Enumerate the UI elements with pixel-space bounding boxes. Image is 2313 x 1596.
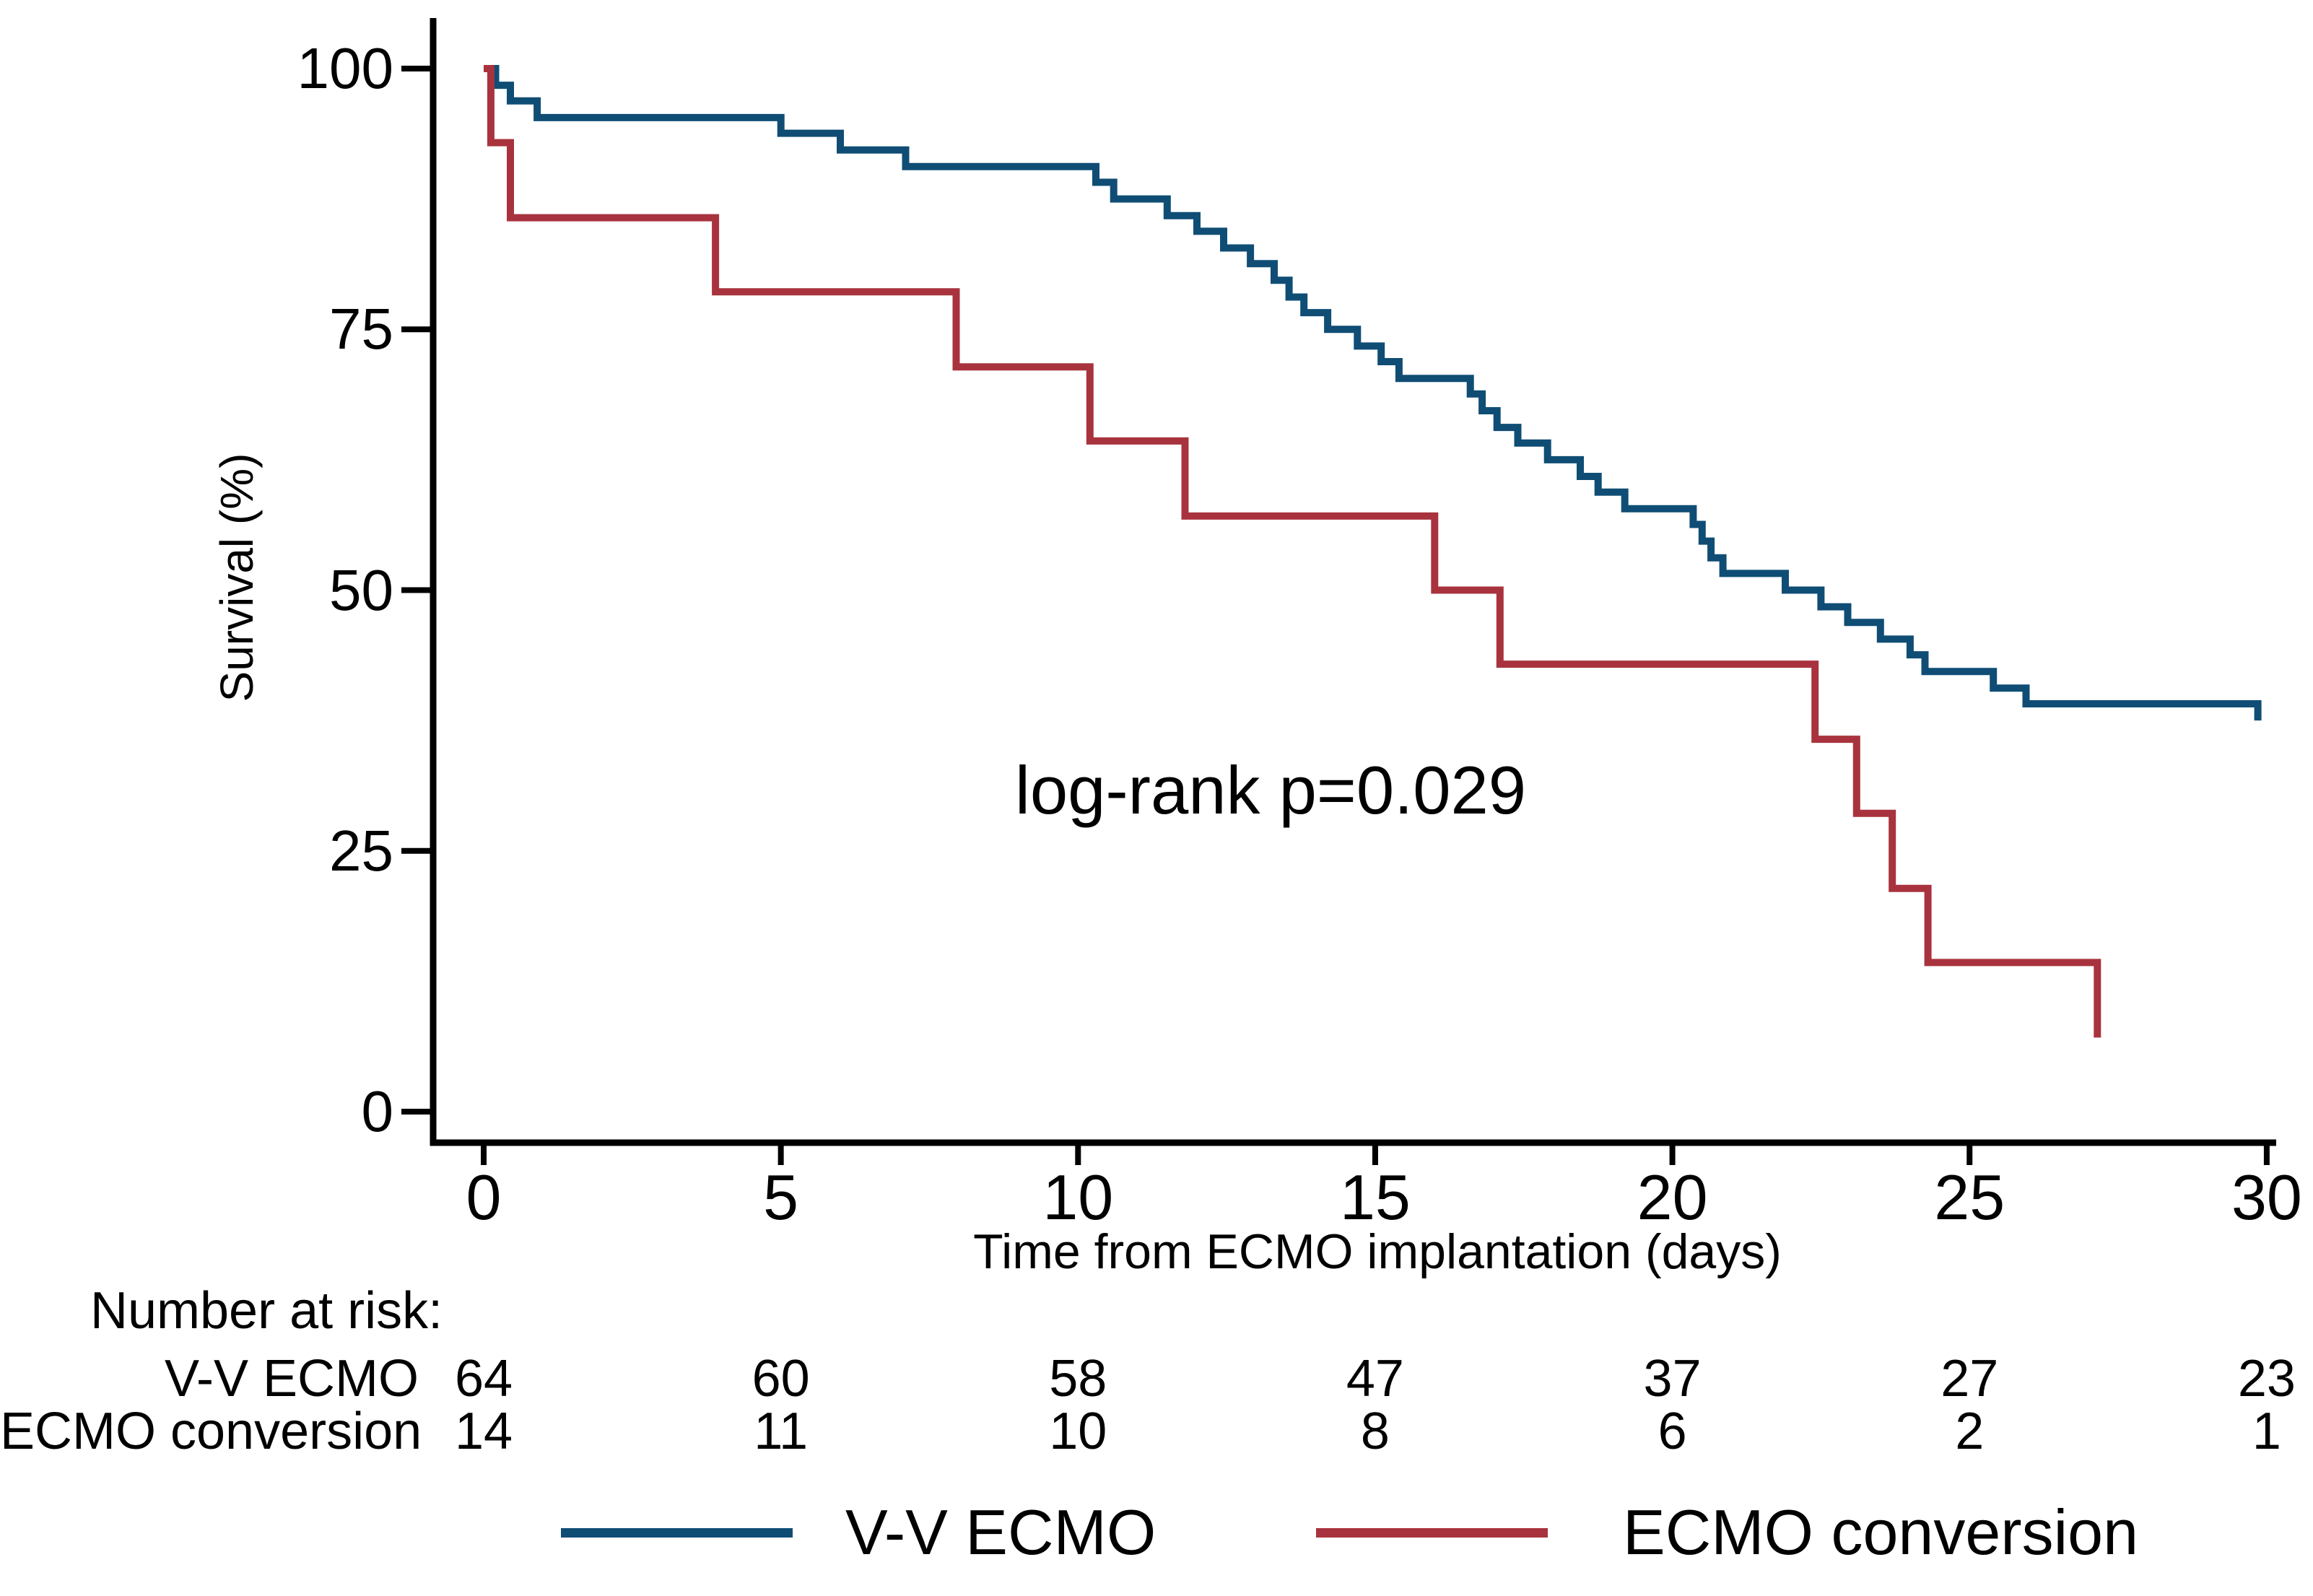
risk-count: 47: [1346, 1350, 1404, 1408]
series-path-ecmo-conversion: [484, 65, 2101, 1038]
risk-count: 27: [1940, 1350, 1999, 1408]
risk-count: 1: [2252, 1403, 2281, 1460]
risk-count: 2: [1955, 1403, 1985, 1460]
risk-count: 11: [754, 1403, 809, 1460]
series-path-v-v-ecmo: [484, 65, 2262, 721]
legend-label: V-V ECMO: [845, 1496, 1156, 1568]
log-rank-annotation: log-rank p=0.029: [1014, 752, 1527, 828]
x-tick-label: 25: [1934, 1161, 2005, 1233]
legend-label: ECMO conversion: [1623, 1496, 2139, 1568]
x-tick-label: 15: [1339, 1161, 1411, 1233]
x-tick-label: 5: [763, 1161, 799, 1233]
legend-swatch: [1316, 1528, 1548, 1538]
risk-count: 37: [1643, 1350, 1702, 1408]
risk-count: 23: [2237, 1350, 2296, 1408]
x-axis-title: Time from ECMO implantation (days): [973, 1224, 1782, 1279]
legend-swatch: [561, 1528, 793, 1538]
y-tick-label: 100: [297, 36, 393, 100]
risk-count: 64: [454, 1350, 513, 1408]
x-tick-label: 10: [1042, 1161, 1114, 1233]
risk-row-label: ECMO conversion: [0, 1403, 422, 1460]
risk-row-label: V-V ECMO: [164, 1350, 419, 1408]
x-tick-label: 0: [466, 1161, 502, 1233]
risk-count: 58: [1049, 1350, 1107, 1408]
y-tick-label: 75: [329, 297, 393, 362]
risk-count: 8: [1360, 1403, 1390, 1460]
risk-count: 14: [454, 1403, 513, 1460]
y-tick-label: 25: [329, 818, 393, 883]
risk-table-header: Number at risk:: [90, 1282, 443, 1340]
x-tick-label: 30: [2231, 1161, 2302, 1233]
risk-count: 6: [1658, 1403, 1687, 1460]
risk-count: 10: [1049, 1403, 1107, 1460]
y-tick-label: 50: [329, 557, 393, 622]
y-tick-label: 0: [361, 1079, 394, 1143]
x-tick-label: 20: [1637, 1161, 1708, 1233]
risk-count: 60: [752, 1350, 810, 1408]
